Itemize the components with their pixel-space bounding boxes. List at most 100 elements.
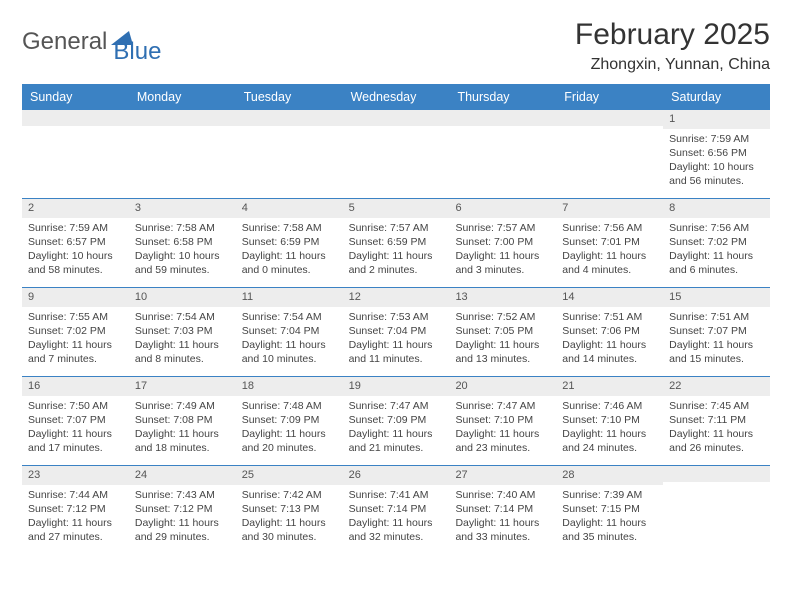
sunrise-text: Sunrise: 7:43 AM bbox=[135, 488, 230, 502]
day-cell: 25Sunrise: 7:42 AMSunset: 7:13 PMDayligh… bbox=[236, 466, 343, 554]
sunrise-text: Sunrise: 7:46 AM bbox=[562, 399, 657, 413]
daylight-text: Daylight: 11 hours and 13 minutes. bbox=[455, 338, 550, 366]
day-cell: 21Sunrise: 7:46 AMSunset: 7:10 PMDayligh… bbox=[556, 377, 663, 465]
day-number: 26 bbox=[343, 466, 450, 485]
day-header: Wednesday bbox=[343, 84, 450, 110]
day-cell: 8 Sunrise: 7:56 AMSunset: 7:02 PMDaylight… bbox=[663, 199, 770, 287]
day-number: 5 bbox=[343, 199, 450, 218]
week-row: 16Sunrise: 7:50 AMSunset: 7:07 PMDayligh… bbox=[22, 376, 770, 465]
sunset-text: Sunset: 7:11 PM bbox=[669, 413, 764, 427]
day-cell: 28Sunrise: 7:39 AMSunset: 7:15 PMDayligh… bbox=[556, 466, 663, 554]
daylight-text: Daylight: 11 hours and 23 minutes. bbox=[455, 427, 550, 455]
day-cell: 3Sunrise: 7:58 AMSunset: 6:58 PMDaylight… bbox=[129, 199, 236, 287]
sunrise-text: Sunrise: 7:51 AM bbox=[669, 310, 764, 324]
daylight-text: Daylight: 11 hours and 27 minutes. bbox=[28, 516, 123, 544]
sunset-text: Sunset: 7:13 PM bbox=[242, 502, 337, 516]
sunset-text: Sunset: 7:09 PM bbox=[242, 413, 337, 427]
daylight-text: Daylight: 11 hours and 6 minutes. bbox=[669, 249, 764, 277]
day-number: 16 bbox=[22, 377, 129, 396]
day-number: 2 bbox=[22, 199, 129, 218]
logo: General Blue bbox=[22, 18, 161, 66]
sunset-text: Sunset: 7:12 PM bbox=[28, 502, 123, 516]
day-number: 22 bbox=[663, 377, 770, 396]
daylight-text: Daylight: 10 hours and 59 minutes. bbox=[135, 249, 230, 277]
daylight-text: Daylight: 11 hours and 24 minutes. bbox=[562, 427, 657, 455]
sunrise-text: Sunrise: 7:41 AM bbox=[349, 488, 444, 502]
day-number: 4 bbox=[236, 199, 343, 218]
sunrise-text: Sunrise: 7:49 AM bbox=[135, 399, 230, 413]
week-row: 1Sunrise: 7:59 AMSunset: 6:56 PMDaylight… bbox=[22, 110, 770, 198]
sunset-text: Sunset: 6:56 PM bbox=[669, 146, 764, 160]
sunrise-text: Sunrise: 7:58 AM bbox=[135, 221, 230, 235]
sunrise-text: Sunrise: 7:45 AM bbox=[669, 399, 764, 413]
sunrise-text: Sunrise: 7:57 AM bbox=[455, 221, 550, 235]
day-cell: 27 Sunrise: 7:40 AMSunset: 7:14 PMDayligh… bbox=[449, 466, 556, 554]
daylight-text: Daylight: 11 hours and 29 minutes. bbox=[135, 516, 230, 544]
sunset-text: Sunset: 7:02 PM bbox=[669, 235, 764, 249]
day-cell: 7Sunrise: 7:56 AMSunset: 7:01 PMDaylight… bbox=[556, 199, 663, 287]
day-number: 8 bbox=[663, 199, 770, 218]
day-number: 1 bbox=[663, 110, 770, 129]
sunset-text: Sunset: 7:14 PM bbox=[455, 502, 550, 516]
sunset-text: Sunset: 7:14 PM bbox=[349, 502, 444, 516]
sunset-text: Sunset: 7:04 PM bbox=[349, 324, 444, 338]
daylight-text: Daylight: 11 hours and 18 minutes. bbox=[135, 427, 230, 455]
sunset-text: Sunset: 7:07 PM bbox=[669, 324, 764, 338]
logo-text-blue: Blue bbox=[113, 38, 161, 66]
day-number bbox=[343, 110, 450, 126]
sunrise-text: Sunrise: 7:56 AM bbox=[669, 221, 764, 235]
day-header: Sunday bbox=[22, 84, 129, 110]
day-number bbox=[556, 110, 663, 126]
sunset-text: Sunset: 7:05 PM bbox=[455, 324, 550, 338]
day-number: 19 bbox=[343, 377, 450, 396]
daylight-text: Daylight: 11 hours and 2 minutes. bbox=[349, 249, 444, 277]
sunrise-text: Sunrise: 7:47 AM bbox=[349, 399, 444, 413]
day-cell: 22Sunrise: 7:45 AMSunset: 7:11 PMDayligh… bbox=[663, 377, 770, 465]
sunrise-text: Sunrise: 7:59 AM bbox=[28, 221, 123, 235]
day-cell bbox=[129, 110, 236, 198]
day-header: Monday bbox=[129, 84, 236, 110]
sunset-text: Sunset: 6:57 PM bbox=[28, 235, 123, 249]
daylight-text: Daylight: 11 hours and 10 minutes. bbox=[242, 338, 337, 366]
day-cell bbox=[236, 110, 343, 198]
day-number bbox=[129, 110, 236, 126]
day-number: 27 bbox=[449, 466, 556, 485]
day-header: Friday bbox=[556, 84, 663, 110]
sunset-text: Sunset: 7:07 PM bbox=[28, 413, 123, 427]
title-block: February 2025 Zhongxin, Yunnan, China bbox=[575, 18, 770, 74]
daylight-text: Daylight: 11 hours and 20 minutes. bbox=[242, 427, 337, 455]
day-header: Tuesday bbox=[236, 84, 343, 110]
daylight-text: Daylight: 11 hours and 17 minutes. bbox=[28, 427, 123, 455]
day-cell: 2Sunrise: 7:59 AMSunset: 6:57 PMDaylight… bbox=[22, 199, 129, 287]
daylight-text: Daylight: 11 hours and 4 minutes. bbox=[562, 249, 657, 277]
day-cell: 12Sunrise: 7:53 AMSunset: 7:04 PMDayligh… bbox=[343, 288, 450, 376]
day-number: 23 bbox=[22, 466, 129, 485]
day-header: Saturday bbox=[663, 84, 770, 110]
sunset-text: Sunset: 7:09 PM bbox=[349, 413, 444, 427]
sunrise-text: Sunrise: 7:39 AM bbox=[562, 488, 657, 502]
day-header: Thursday bbox=[449, 84, 556, 110]
daylight-text: Daylight: 11 hours and 8 minutes. bbox=[135, 338, 230, 366]
week-row: 23Sunrise: 7:44 AMSunset: 7:12 PMDayligh… bbox=[22, 465, 770, 554]
sunset-text: Sunset: 6:59 PM bbox=[242, 235, 337, 249]
week-row: 2 Sunrise: 7:59 AMSunset: 6:57 PM Daylight… bbox=[22, 198, 770, 287]
daylight-text: Daylight: 11 hours and 11 minutes. bbox=[349, 338, 444, 366]
day-number bbox=[663, 466, 770, 482]
sunset-text: Sunset: 7:08 PM bbox=[135, 413, 230, 427]
sunset-text: Sunset: 7:02 PM bbox=[28, 324, 123, 338]
daylight-text: Daylight: 11 hours and 0 minutes. bbox=[242, 249, 337, 277]
day-cell: 4Sunrise: 7:58 AMSunset: 6:59 PMDaylight… bbox=[236, 199, 343, 287]
day-cell: 6Sunrise: 7:57 AMSunset: 7:00 PMDaylight… bbox=[449, 199, 556, 287]
daylight-text: Daylight: 10 hours and 56 minutes. bbox=[669, 160, 764, 188]
sunset-text: Sunset: 7:12 PM bbox=[135, 502, 230, 516]
sunrise-text: Sunrise: 7:55 AM bbox=[28, 310, 123, 324]
sunrise-text: Sunrise: 7:47 AM bbox=[455, 399, 550, 413]
day-number bbox=[22, 110, 129, 126]
sunrise-text: Sunrise: 7:52 AM bbox=[455, 310, 550, 324]
day-cell bbox=[663, 466, 770, 554]
day-cell bbox=[343, 110, 450, 198]
daylight-text: Daylight: 11 hours and 30 minutes. bbox=[242, 516, 337, 544]
sunset-text: Sunset: 7:15 PM bbox=[562, 502, 657, 516]
sunrise-text: Sunrise: 7:40 AM bbox=[455, 488, 550, 502]
daylight-text: Daylight: 11 hours and 33 minutes. bbox=[455, 516, 550, 544]
